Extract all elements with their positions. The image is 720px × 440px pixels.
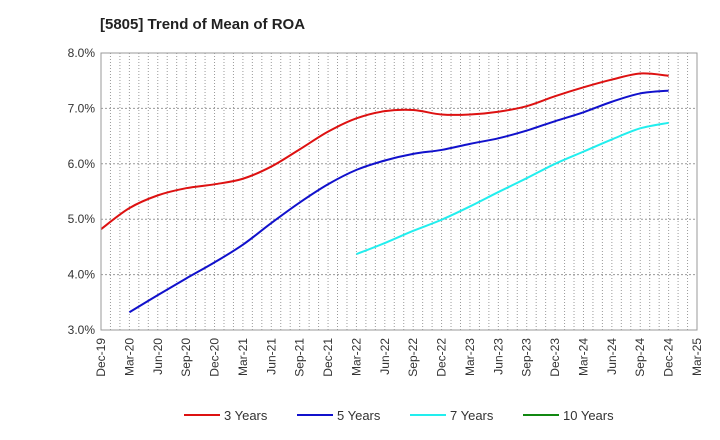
y-axis-ticks: 3.0% 4.0% 5.0% 6.0% 7.0% 8.0% [68,46,96,337]
x-tick-label: Dec-22 [435,338,449,377]
legend-item-7-years: 7 Years [410,408,494,423]
legend-item-10-years: 10 Years [523,408,614,423]
legend-label: 3 Years [224,408,268,423]
x-tick-label: Mar-23 [463,338,477,376]
x-tick-label: Sep-22 [406,338,420,377]
y-tick-label: 6.0% [68,157,96,171]
legend: 3 Years 5 Years 7 Years 10 Years [184,408,614,423]
x-tick-label: Dec-23 [548,338,562,377]
y-tick-label: 7.0% [68,101,96,115]
x-tick-label: Dec-20 [208,338,222,377]
x-tick-label: Sep-23 [520,338,534,377]
x-tick-label: Mar-20 [122,338,136,376]
x-tick-label: Jun-22 [378,338,392,375]
legend-label: 7 Years [450,408,494,423]
x-tick-label: Jun-21 [264,338,278,375]
grid [101,53,697,330]
legend-item-3-years: 3 Years [184,408,268,423]
series-line-7-years [356,121,669,256]
legend-item-5-years: 5 Years [297,408,381,423]
y-tick-label: 4.0% [68,268,96,282]
series-line-3-years [100,72,669,230]
x-tick-label: Jun-20 [151,338,165,375]
series-line-5-years [128,89,669,314]
legend-label: 5 Years [337,408,381,423]
x-tick-label: Mar-21 [236,338,250,376]
y-tick-label: 3.0% [68,323,96,337]
legend-label: 10 Years [563,408,614,423]
y-tick-label: 8.0% [68,46,96,60]
x-axis-ticks: Dec-19 Mar-20 Jun-20 Sep-20 Dec-20 Mar-21 Jun-… [94,338,704,377]
x-tick-label: Sep-21 [293,338,307,377]
x-tick-label: Sep-20 [179,338,193,377]
x-tick-label: Mar-24 [576,338,590,376]
x-tick-label: Sep-24 [633,338,647,377]
x-tick-label: Dec-24 [662,338,676,377]
x-tick-label: Mar-22 [349,338,363,376]
series-lines [100,72,669,314]
x-tick-label: Mar-25 [690,338,704,376]
x-tick-label: Dec-19 [94,338,108,377]
y-tick-label: 5.0% [68,212,96,226]
x-tick-label: Jun-24 [605,338,619,375]
plot-frame [100,52,698,331]
chart-title: [5805] Trend of Mean of ROA [100,16,305,33]
x-tick-label: Dec-21 [321,338,335,377]
x-tick-label: Jun-23 [491,338,505,375]
